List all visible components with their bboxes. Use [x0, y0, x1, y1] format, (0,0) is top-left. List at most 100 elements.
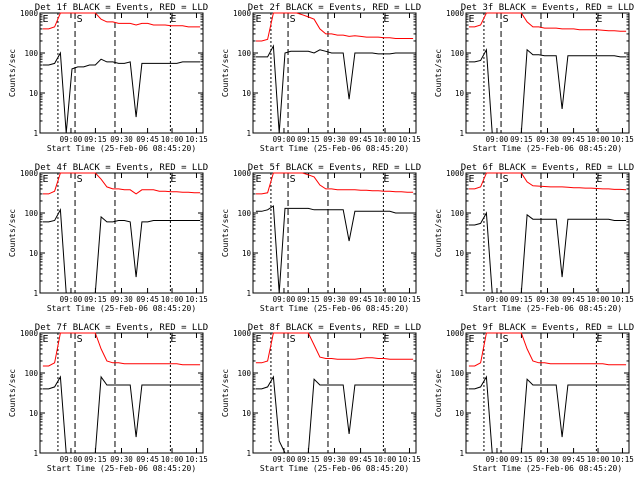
- y-tick-label: 1: [33, 129, 38, 138]
- x-tick-label: 09:00: [60, 455, 83, 464]
- x-tick-label: 09:00: [486, 295, 509, 304]
- y-tick-label: 1: [459, 129, 464, 138]
- x-tick-label: 10:15: [398, 295, 421, 304]
- events-series-line: [468, 48, 627, 134]
- chart-panel: Det 8f BLACK = Events, RED = LLD 1 10 100 10…: [221, 323, 421, 473]
- x-tick-label: 09:30: [323, 295, 346, 304]
- x-tick-label: 09:00: [486, 135, 509, 144]
- x-tick-label: 09:30: [536, 455, 559, 464]
- event-marker: E: [596, 14, 602, 25]
- y-tick-label: 1: [246, 449, 251, 458]
- chart-panel: Det 1f BLACK = Events, RED = LLD 1 10 100 10…: [8, 3, 208, 153]
- y-tick-label: 1000: [20, 329, 39, 338]
- y-tick-label: 1000: [233, 9, 252, 18]
- chart-title: Det 6f BLACK = Events, RED = LLD: [461, 163, 634, 173]
- chart-panel: Det 6f BLACK = Events, RED = LLD 1 10 100 10…: [434, 163, 634, 313]
- x-tick-label: 10:15: [611, 455, 634, 464]
- x-axis-label: Start Time (25-Feb-06 08:45:20): [47, 304, 196, 313]
- events-series-line: [255, 44, 414, 134]
- x-tick-label: 10:00: [374, 135, 397, 144]
- event-marker: S: [77, 174, 83, 185]
- x-tick-label: 10:00: [587, 455, 610, 464]
- event-marker: S: [503, 334, 509, 345]
- chart-panel: Det 2f BLACK = Events, RED = LLD 1 10 100 10…: [221, 3, 421, 153]
- x-axis-label: Start Time (25-Feb-06 08:45:20): [260, 304, 409, 313]
- x-tick-label: 09:45: [562, 295, 585, 304]
- lld-series-line: [42, 332, 201, 367]
- event-marker: E: [170, 334, 176, 345]
- chart-panel: Det 3f BLACK = Events, RED = LLD 1 10 100 10…: [434, 3, 634, 153]
- event-marker: E: [42, 334, 48, 345]
- x-tick-label: 09:00: [273, 455, 296, 464]
- y-axis-label: Counts/sec: [8, 369, 17, 417]
- x-tick-label: 10:15: [398, 455, 421, 464]
- plot-frame: [252, 332, 417, 454]
- event-marker: E: [596, 334, 602, 345]
- event-marker: S: [77, 14, 83, 25]
- lld-series-line: [42, 12, 201, 30]
- lld-series-line: [255, 332, 414, 364]
- chart-title: Det 1f BLACK = Events, RED = LLD: [35, 3, 208, 13]
- event-marker: S: [503, 14, 509, 25]
- y-axis-label: Counts/sec: [221, 369, 230, 417]
- x-tick-label: 09:30: [323, 135, 346, 144]
- x-tick-label: 10:00: [374, 455, 397, 464]
- chart-panel: Det 9f BLACK = Events, RED = LLD 1 10 100 10…: [434, 323, 634, 473]
- y-tick-label: 100: [237, 49, 251, 58]
- y-tick-label: 1: [246, 289, 251, 298]
- chart-panel: Det 5f BLACK = Events, RED = LLD 1 10 100 10…: [221, 163, 421, 313]
- x-tick-label: 10:15: [185, 455, 208, 464]
- chart-panel: Det 4f BLACK = Events, RED = LLD 1 10 100 10…: [8, 163, 208, 313]
- x-tick-label: 10:00: [161, 455, 184, 464]
- events-series-line: [42, 208, 201, 294]
- y-tick-label: 100: [237, 209, 251, 218]
- events-series-line: [42, 51, 201, 134]
- y-axis-label: Counts/sec: [434, 209, 443, 257]
- event-marker: E: [596, 174, 602, 185]
- y-axis-label: Counts/sec: [221, 49, 230, 97]
- y-tick-label: 100: [450, 209, 464, 218]
- y-tick-label: 1: [459, 449, 464, 458]
- x-tick-label: 10:15: [185, 295, 208, 304]
- x-tick-label: 10:15: [185, 135, 208, 144]
- x-tick-label: 09:30: [536, 295, 559, 304]
- y-axis-label: Counts/sec: [434, 369, 443, 417]
- x-axis-label: Start Time (25-Feb-06 08:45:20): [260, 464, 409, 473]
- y-tick-label: 1000: [446, 9, 465, 18]
- event-marker: S: [290, 174, 296, 185]
- chart-title: Det 8f BLACK = Events, RED = LLD: [248, 323, 421, 333]
- x-tick-label: 09:15: [510, 455, 533, 464]
- x-tick-label: 09:45: [349, 295, 372, 304]
- x-tick-label: 09:30: [110, 295, 133, 304]
- y-axis-label: Counts/sec: [8, 209, 17, 257]
- y-tick-label: 10: [242, 409, 252, 418]
- y-tick-label: 1: [33, 449, 38, 458]
- lld-series-line: [468, 332, 627, 367]
- events-series-line: [255, 205, 414, 294]
- y-axis-label: Counts/sec: [434, 49, 443, 97]
- x-tick-label: 09:30: [536, 135, 559, 144]
- y-tick-label: 100: [24, 209, 38, 218]
- y-tick-label: 100: [24, 49, 38, 58]
- events-series-line: [468, 211, 627, 294]
- x-tick-label: 10:15: [398, 135, 421, 144]
- lld-series-line: [255, 172, 414, 195]
- y-tick-label: 10: [455, 249, 465, 258]
- x-tick-label: 10:15: [611, 135, 634, 144]
- event-marker: S: [77, 334, 83, 345]
- event-marker: E: [468, 174, 474, 185]
- event-marker: E: [383, 334, 389, 345]
- x-axis-label: Start Time (25-Feb-06 08:45:20): [473, 144, 622, 153]
- x-axis-label: Start Time (25-Feb-06 08:45:20): [473, 304, 622, 313]
- chart-title: Det 3f BLACK = Events, RED = LLD: [461, 3, 634, 13]
- x-axis-label: Start Time (25-Feb-06 08:45:20): [473, 464, 622, 473]
- x-tick-label: 09:00: [60, 135, 83, 144]
- event-marker: E: [170, 14, 176, 25]
- y-tick-label: 1000: [233, 329, 252, 338]
- y-tick-label: 1: [246, 129, 251, 138]
- y-tick-label: 1000: [446, 329, 465, 338]
- x-tick-label: 09:30: [110, 135, 133, 144]
- event-marker: E: [383, 14, 389, 25]
- x-tick-label: 09:15: [297, 135, 320, 144]
